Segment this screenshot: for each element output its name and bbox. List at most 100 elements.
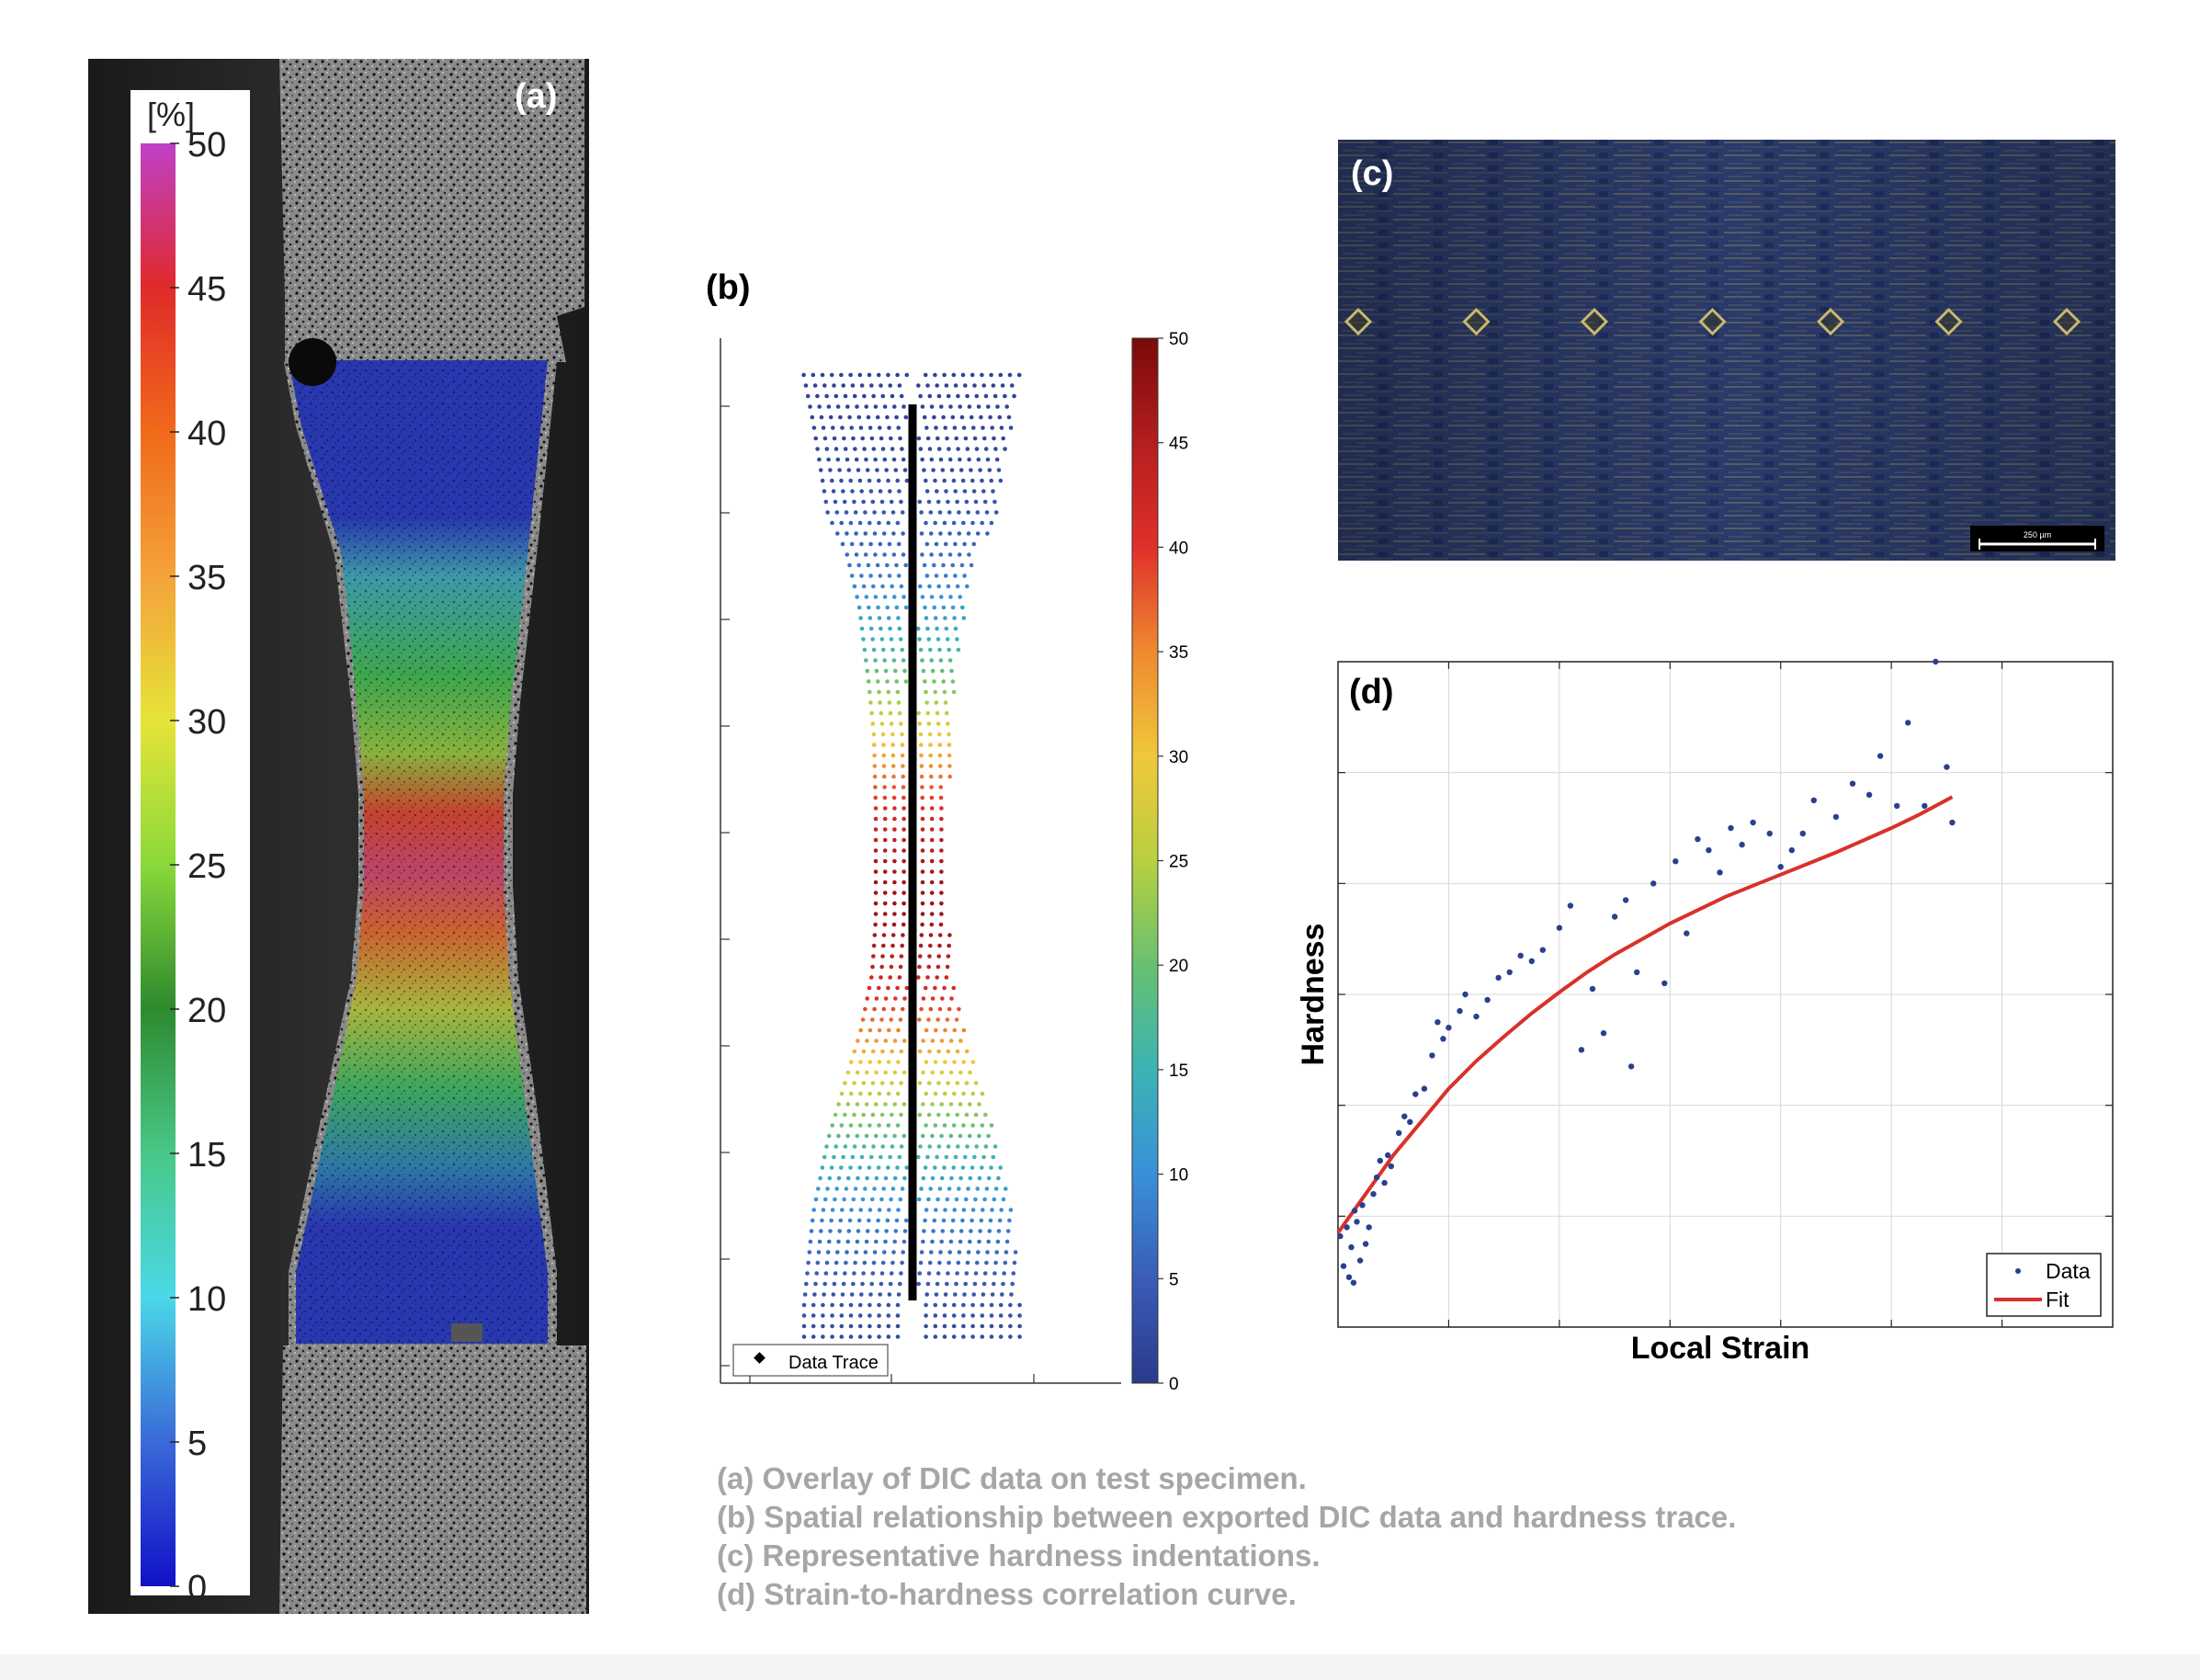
- data-point: [1345, 1274, 1353, 1280]
- data-point: [1344, 1224, 1350, 1231]
- data-point: [1435, 1019, 1441, 1026]
- data-point: [1600, 1030, 1607, 1037]
- data-point: [1356, 1257, 1364, 1264]
- colorbar-b-tick-label: 35: [1169, 643, 1188, 663]
- colorbar-a-tick-label: 15: [187, 1136, 226, 1175]
- data-point: [1350, 1279, 1357, 1286]
- data-point: [1865, 791, 1873, 798]
- data-point: [1810, 797, 1817, 803]
- data-point: [1377, 1157, 1383, 1164]
- data-point: [1717, 869, 1723, 876]
- panel-c-label: (c): [1351, 154, 1394, 193]
- data-point: [1739, 841, 1745, 848]
- y-axis-label: Hardness: [1296, 924, 1331, 1066]
- legend-d-data: Data: [2046, 1259, 2091, 1283]
- data-point: [1539, 947, 1546, 953]
- hardness-indents: [1344, 307, 2081, 336]
- data-point: [1366, 1224, 1372, 1231]
- data-point: [1634, 969, 1640, 976]
- data-point: [1473, 1013, 1480, 1020]
- bottom-strip: [0, 1654, 2200, 1680]
- colorbar-a-tick-label: 35: [187, 559, 226, 597]
- data-point: [1589, 985, 1596, 993]
- data-point: [1777, 864, 1784, 870]
- legend-b-label: Data Trace: [788, 1353, 879, 1373]
- grid: [1338, 662, 2113, 1327]
- data-point: [1788, 846, 1795, 854]
- data-point: [1922, 802, 1928, 810]
- colorbar-a-tick-label: 40: [187, 414, 226, 453]
- data-point: [1457, 1007, 1463, 1015]
- data-point: [1351, 1208, 1358, 1214]
- panel-d-chart: Data Fit Local Strain Hardness: [1296, 658, 2114, 1366]
- data-point: [1832, 813, 1840, 821]
- data-point: [1337, 1232, 1344, 1240]
- data-point: [1799, 830, 1806, 837]
- data-point: [1462, 991, 1469, 998]
- data-point: [1412, 1091, 1419, 1097]
- colorbar-b-tick-label: 30: [1169, 748, 1188, 767]
- legend-d-fit: Fit: [2046, 1288, 2070, 1311]
- data-point: [1673, 858, 1679, 865]
- data-point: [1354, 1219, 1360, 1225]
- data-point: [1421, 1085, 1428, 1092]
- data-point: [1622, 897, 1629, 903]
- data-point: [1627, 1063, 1635, 1070]
- panel-c-micrograph: 250 µm: [1338, 140, 2115, 561]
- data-point: [1495, 974, 1502, 982]
- colorbar-b-tick-label: 45: [1169, 435, 1188, 454]
- fit-curve: [1336, 795, 1954, 1234]
- data-point: [1362, 1241, 1369, 1247]
- data-point: [1388, 1163, 1394, 1170]
- data-point: [1506, 969, 1513, 976]
- data-point: [1933, 658, 1939, 665]
- data-point: [1949, 819, 1956, 826]
- colorbar-b-tick-label: 40: [1169, 539, 1188, 558]
- data-point: [1370, 1191, 1377, 1198]
- data-point: [1766, 830, 1773, 837]
- data-point: [1381, 1179, 1388, 1186]
- colorbar-a-tick-label: 45: [187, 270, 226, 309]
- data-point: [1695, 835, 1701, 843]
- scalebar-label: 250 µm: [2024, 530, 2051, 539]
- colorbar-a-tick-label: 50: [187, 126, 226, 165]
- data-point: [1359, 1202, 1366, 1209]
- figure-caption: (a) Overlay of DIC data on test specimen…: [717, 1459, 2003, 1614]
- data-point: [1556, 925, 1563, 931]
- colorbar-b-tick-label: 50: [1169, 331, 1188, 349]
- legend-d: Data Fit: [1986, 1253, 2102, 1317]
- caption-line-a: (a) Overlay of DIC data on test specimen…: [717, 1461, 1307, 1495]
- colorbar-a-tick-label: 0: [187, 1569, 207, 1607]
- colorbar-b-tick-label: 0: [1169, 1375, 1179, 1394]
- colorbar-b-tick-label: 15: [1169, 1061, 1188, 1081]
- panel-d-label: (d): [1349, 673, 1394, 711]
- data-point: [1396, 1129, 1402, 1136]
- data-point: [1348, 1243, 1355, 1251]
- data-point: [1340, 1263, 1347, 1269]
- data-point: [1661, 980, 1668, 987]
- data-point: [1440, 1036, 1446, 1042]
- data-point: [1944, 764, 1950, 770]
- data-points: [1337, 658, 1956, 1286]
- data-point: [1611, 914, 1618, 920]
- data-point: [1385, 1152, 1391, 1159]
- data-point: [1517, 952, 1524, 959]
- data-point: [1401, 1113, 1408, 1119]
- data-point: [1578, 1047, 1585, 1053]
- data-point: [1684, 930, 1690, 936]
- colorbar-b-tick-label: 10: [1169, 1166, 1188, 1186]
- data-point: [1429, 1052, 1435, 1059]
- data-point: [1528, 958, 1535, 964]
- caption-line-b: (b) Spatial relationship between exporte…: [717, 1500, 1737, 1534]
- data-point: [1373, 1174, 1380, 1181]
- data-point: [1567, 902, 1574, 909]
- data-point: [1877, 753, 1884, 759]
- data-point: [1849, 780, 1856, 787]
- caption-line-c: (c) Representative hardness indentations…: [717, 1538, 1321, 1572]
- colorbar-a-unit: [%]: [147, 96, 196, 133]
- colorbar-b-tick-label: 20: [1169, 957, 1188, 976]
- scalebar-box: [1970, 526, 2104, 551]
